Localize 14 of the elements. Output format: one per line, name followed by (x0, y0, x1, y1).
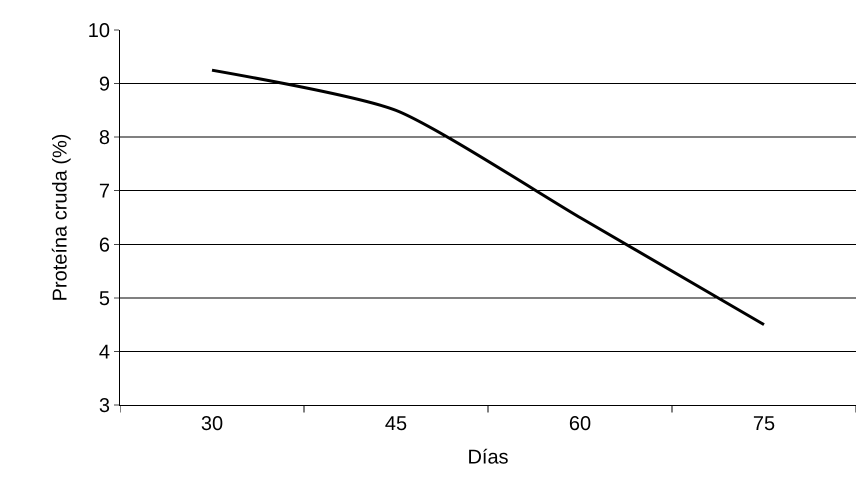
y-tick-label: 10 (88, 20, 110, 42)
y-axis-title: Proteína cruda (%) (49, 134, 72, 302)
y-tick-label: 8 (98, 127, 110, 150)
y-tick-label: 5 (98, 288, 110, 310)
y-tick-label: 9 (98, 74, 110, 96)
x-axis-title: Días (467, 446, 509, 468)
y-tick-label: 4 (98, 341, 110, 364)
x-tick-label: 75 (752, 413, 776, 435)
x-tick-label: 45 (384, 413, 408, 435)
x-tick-label: 30 (200, 413, 224, 435)
y-tick-label: 3 (98, 395, 110, 417)
y-tick-label: 6 (98, 234, 110, 256)
x-tick-label: 60 (568, 413, 592, 435)
y-tick-label: 7 (98, 180, 110, 203)
